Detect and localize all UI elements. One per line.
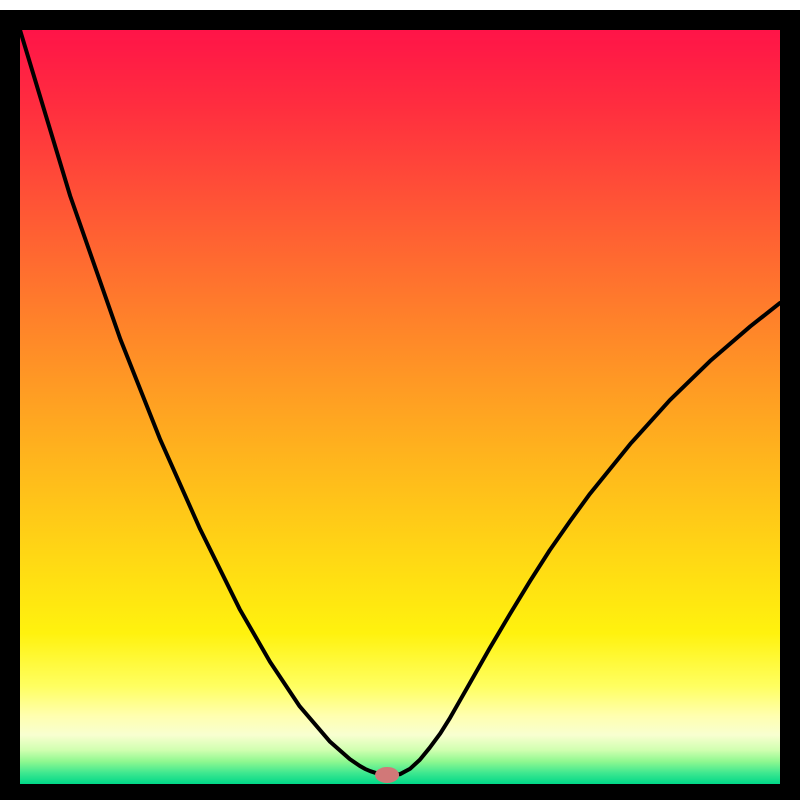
frame-left: [0, 10, 20, 800]
bottleneck-chart: [0, 0, 800, 800]
optimum-marker: [375, 767, 399, 783]
frame-bottom: [0, 784, 800, 800]
frame-right: [780, 10, 800, 800]
frame-top: [0, 10, 800, 30]
header-bg: [0, 0, 800, 10]
chart-container: TheBottleneck.com: [0, 0, 800, 800]
